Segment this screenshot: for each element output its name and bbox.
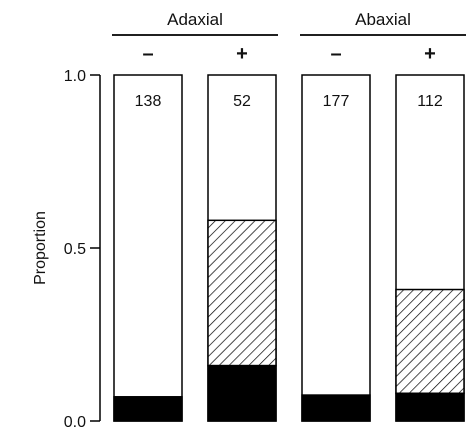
bar-hatched-segment-3 bbox=[395, 288, 465, 395]
bar-empty-segment-0 bbox=[113, 74, 183, 422]
y-axis-title: Proportion bbox=[32, 211, 49, 285]
group-headers: Adaxial Abaxial bbox=[112, 10, 466, 36]
y-tick-label-0: 0.0 bbox=[64, 414, 86, 428]
count-label-0: 138 bbox=[135, 93, 162, 110]
bar-3: +112 bbox=[395, 43, 465, 422]
bar-hatched-segment-1 bbox=[207, 219, 277, 367]
y-axis: 0.0 0.5 1.0 bbox=[64, 68, 101, 428]
condition-label-1: + bbox=[236, 43, 248, 65]
count-label-3: 112 bbox=[417, 93, 443, 110]
y-tick-label-2: 1.0 bbox=[64, 68, 86, 85]
bars: – 138 +52 – 177 +112 bbox=[113, 43, 465, 422]
bar-2: – 177 bbox=[301, 43, 371, 422]
condition-label-0: – bbox=[142, 43, 153, 65]
bar-solid-segment-0 bbox=[113, 396, 183, 422]
bar-empty-segment-2 bbox=[301, 74, 371, 422]
bar-1: +52 bbox=[207, 43, 277, 422]
bar-solid-segment-2 bbox=[301, 394, 371, 422]
count-label-2: 177 bbox=[323, 93, 350, 110]
y-tick-label-1: 0.5 bbox=[64, 241, 86, 258]
count-label-1: 52 bbox=[233, 93, 251, 110]
condition-label-3: + bbox=[424, 43, 436, 65]
bar-solid-segment-1 bbox=[207, 364, 277, 422]
group-label-1: Abaxial bbox=[355, 10, 411, 29]
condition-label-2: – bbox=[330, 43, 341, 65]
group-label-0: Adaxial bbox=[167, 10, 223, 29]
bar-0: – 138 bbox=[113, 43, 183, 422]
bar-solid-segment-3 bbox=[395, 392, 465, 422]
